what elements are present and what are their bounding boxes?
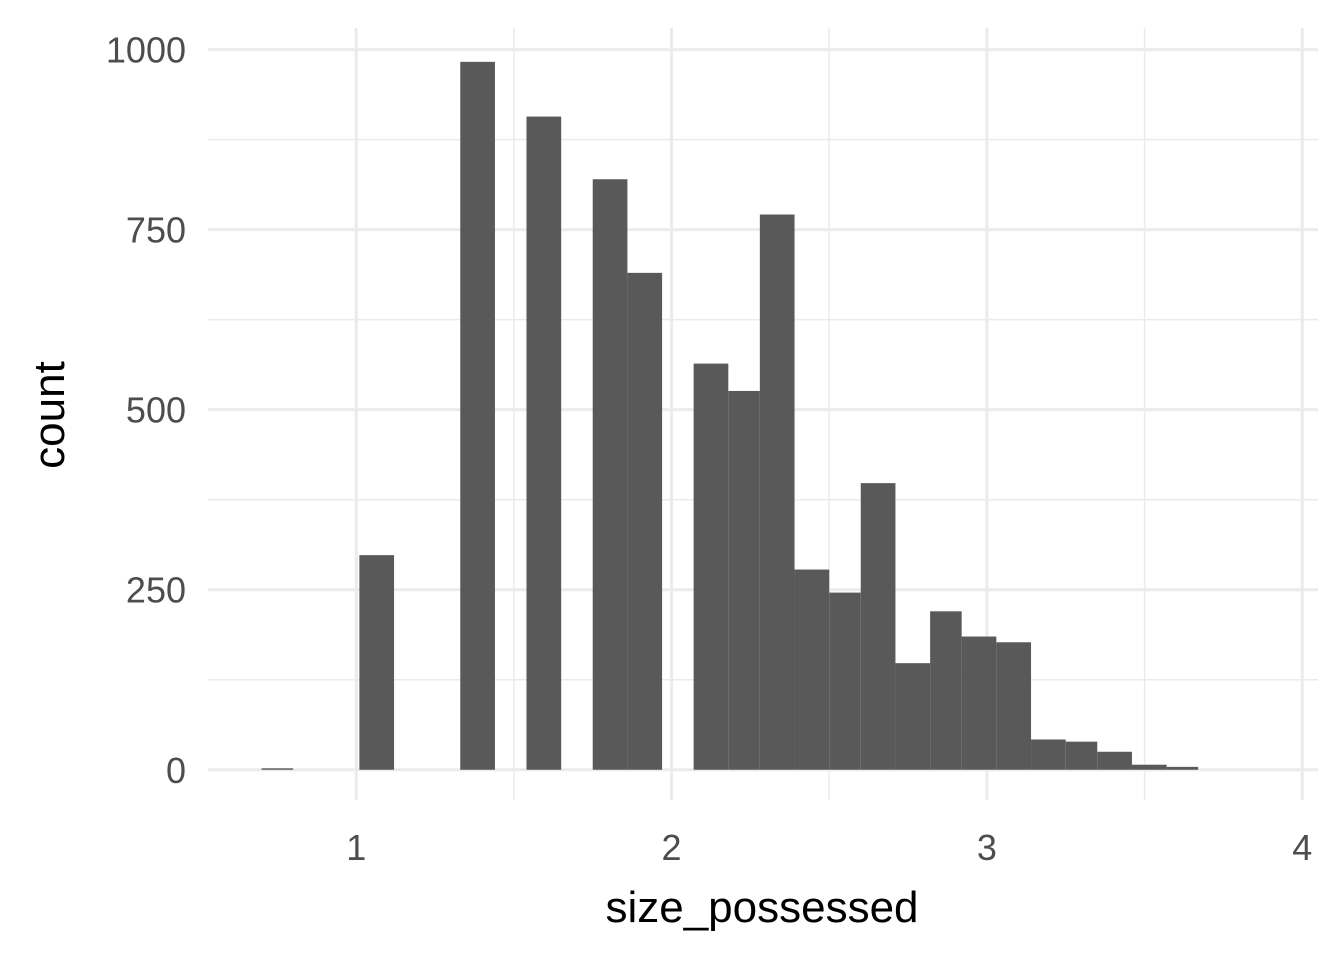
x-tick-label: 1 (346, 827, 366, 868)
histogram-bar (1065, 741, 1098, 770)
histogram-bar (460, 61, 495, 770)
y-tick-label: 250 (126, 570, 186, 611)
y-axis-title: count (25, 361, 74, 469)
histogram-bar (359, 555, 395, 770)
histogram-bar (895, 663, 931, 770)
histogram-bar (1031, 739, 1066, 770)
histogram-bar (261, 768, 294, 770)
x-tick-label: 2 (662, 827, 682, 868)
histogram-bar (1097, 751, 1132, 770)
histogram-bar (930, 611, 962, 770)
histogram-bars (261, 61, 1199, 770)
y-tick-label: 500 (126, 390, 186, 431)
y-tick-label: 1000 (106, 30, 186, 71)
x-axis-title: size_possessed (605, 883, 918, 932)
histogram-bar (996, 642, 1032, 770)
y-tick-label: 0 (166, 750, 186, 791)
histogram-bar (526, 116, 562, 770)
histogram-bar (759, 214, 795, 770)
histogram-bar (1166, 766, 1199, 770)
histogram-bar (860, 483, 896, 770)
histogram-bar (829, 592, 861, 770)
histogram-bar (728, 390, 760, 770)
histogram-bar (592, 179, 628, 770)
y-axis-tick-labels: 0 250 500 750 1000 (106, 30, 186, 791)
x-axis-tick-labels: 1 2 3 4 (346, 827, 1312, 868)
histogram-bar (794, 569, 830, 770)
x-tick-label: 4 (1292, 827, 1312, 868)
y-tick-label: 750 (126, 210, 186, 251)
histogram-bar (961, 636, 997, 770)
histogram-bar (1131, 764, 1167, 770)
x-tick-label: 3 (977, 827, 997, 868)
histogram-bar (693, 363, 729, 770)
histogram-bar (627, 272, 663, 770)
